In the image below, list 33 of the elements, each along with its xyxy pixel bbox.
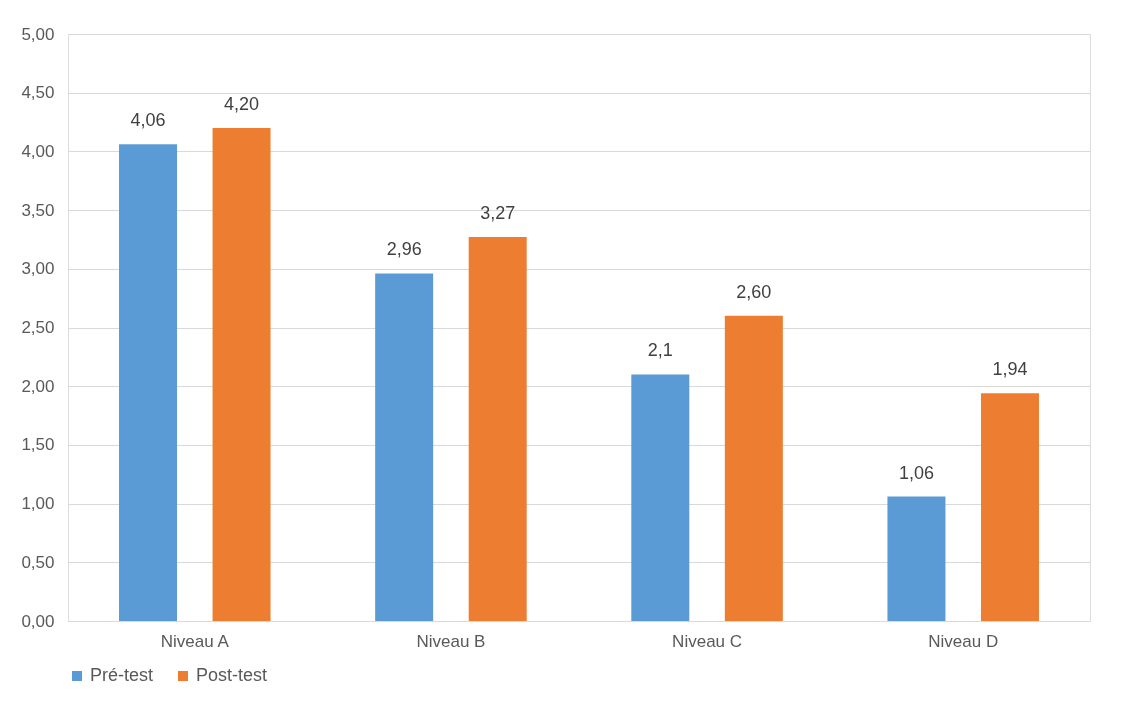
x-tick-label: Niveau D xyxy=(928,631,999,651)
x-tick-label: Niveau C xyxy=(672,631,743,651)
legend-label: Post-test xyxy=(196,665,268,685)
bar xyxy=(631,374,690,621)
data-label: 2,60 xyxy=(736,281,772,302)
x-tick-label: Niveau A xyxy=(160,631,230,651)
bar xyxy=(980,393,1039,621)
data-label: 1,06 xyxy=(898,462,934,483)
y-tick-label: 2,00 xyxy=(21,376,55,396)
data-label: 4,20 xyxy=(224,93,260,114)
y-tick-label: 3,00 xyxy=(21,259,55,279)
y-tick-label: 0,50 xyxy=(21,552,55,572)
data-label: 4,06 xyxy=(130,110,166,131)
y-tick-label: 1,50 xyxy=(21,435,55,455)
bar xyxy=(212,127,271,621)
legend-label: Pré-test xyxy=(90,665,154,685)
data-label: 2,96 xyxy=(386,239,422,260)
y-tick-label: 3,50 xyxy=(21,200,55,220)
data-label: 2,1 xyxy=(647,340,673,361)
data-label: 1,94 xyxy=(992,359,1028,380)
bar xyxy=(887,496,946,621)
y-tick-label: 5,00 xyxy=(21,24,55,44)
data-label: 3,27 xyxy=(480,203,516,224)
bar xyxy=(375,273,434,621)
x-tick-label: Niveau B xyxy=(416,631,486,651)
y-tick-label: 2,50 xyxy=(21,318,55,337)
bar xyxy=(724,315,783,621)
bar xyxy=(468,237,527,621)
y-tick-label: 4,50 xyxy=(21,83,55,103)
y-tick-label: 1,00 xyxy=(21,494,55,514)
y-tick-label: 0,00 xyxy=(21,611,55,631)
y-tick-label: 4,00 xyxy=(21,141,55,161)
bar xyxy=(119,144,178,621)
